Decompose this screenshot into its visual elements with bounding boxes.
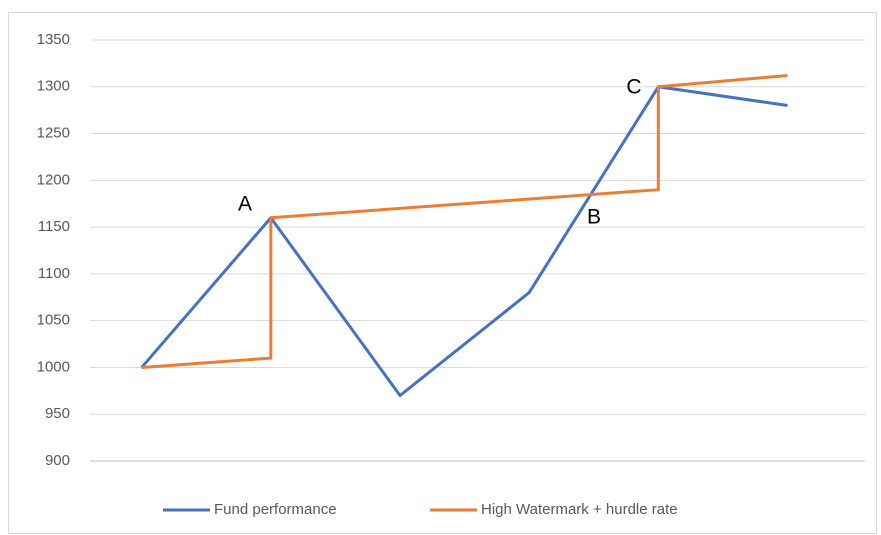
- y-tick-label: 900: [45, 452, 70, 469]
- y-tick-label: 1100: [38, 265, 70, 282]
- y-tick-label: 950: [45, 405, 70, 422]
- y-tick-label: 1300: [37, 78, 70, 95]
- y-tick-label: 1250: [37, 125, 70, 142]
- annotation: B: [587, 206, 601, 229]
- series-line: [141, 74, 788, 369]
- legend-label: High Watermark + hurdle rate: [481, 501, 678, 518]
- chart-border: [8, 12, 877, 534]
- series-line: [140, 85, 788, 398]
- annotation: C: [626, 76, 641, 99]
- annotation: A: [238, 193, 252, 216]
- legend-label: Fund performance: [214, 501, 337, 518]
- y-tick-label: 1000: [37, 358, 70, 375]
- y-tick-label: 1350: [37, 31, 70, 48]
- y-tick-label: 1150: [38, 218, 70, 235]
- y-tick-label: 1200: [37, 171, 70, 188]
- y-tick-label: 1050: [37, 312, 70, 329]
